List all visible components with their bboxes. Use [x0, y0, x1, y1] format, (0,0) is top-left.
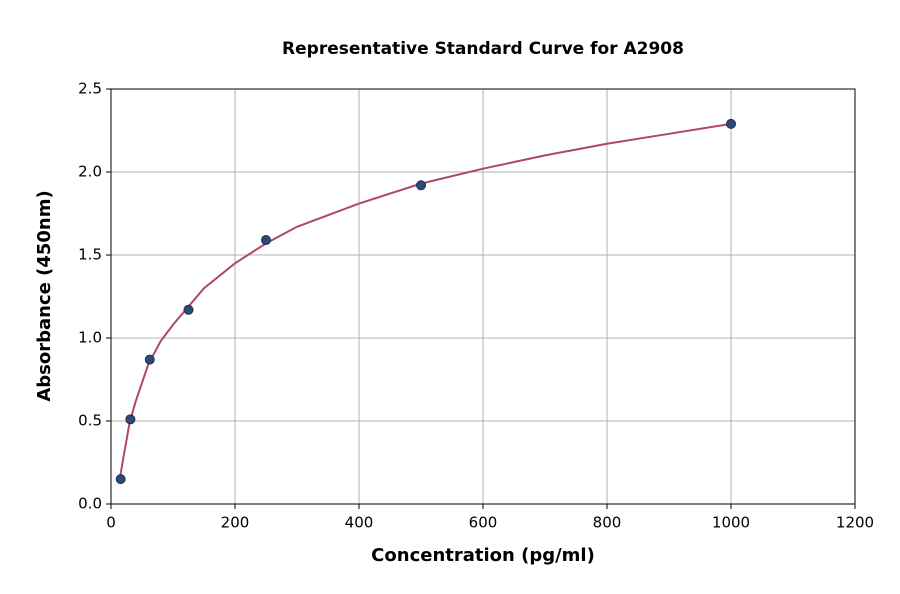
y-axis-label: Absorbance (450nm)	[34, 190, 55, 401]
x-tick-label: 400	[345, 514, 374, 532]
data-point	[416, 180, 426, 191]
y-tick-label: 1.0	[78, 329, 102, 347]
x-tick-label: 200	[221, 514, 250, 532]
y-tick-label: 1.5	[78, 246, 102, 264]
y-tick-label: 2.0	[78, 163, 102, 181]
fit-curve	[119, 122, 732, 476]
data-point	[125, 414, 136, 425]
data-point	[726, 118, 736, 129]
y-tick-label: 0.5	[78, 412, 102, 430]
x-tick-label: 1000	[712, 514, 750, 532]
y-tick-label: 2.5	[78, 80, 102, 98]
plot-frame	[110, 88, 856, 505]
x-tick-label: 0	[106, 514, 116, 532]
data-point	[183, 304, 194, 315]
x-axis-label: Concentration (pg/ml)	[371, 545, 595, 566]
data-point	[115, 474, 126, 485]
data-point	[261, 235, 271, 246]
data-point	[144, 354, 155, 365]
chart-title: Representative Standard Curve for A2908	[282, 39, 684, 59]
y-tick-label: 0.0	[78, 495, 102, 513]
x-tick-label: 600	[469, 514, 498, 532]
x-tick-label: 800	[593, 514, 622, 532]
x-tick-label: 1200	[836, 514, 874, 532]
